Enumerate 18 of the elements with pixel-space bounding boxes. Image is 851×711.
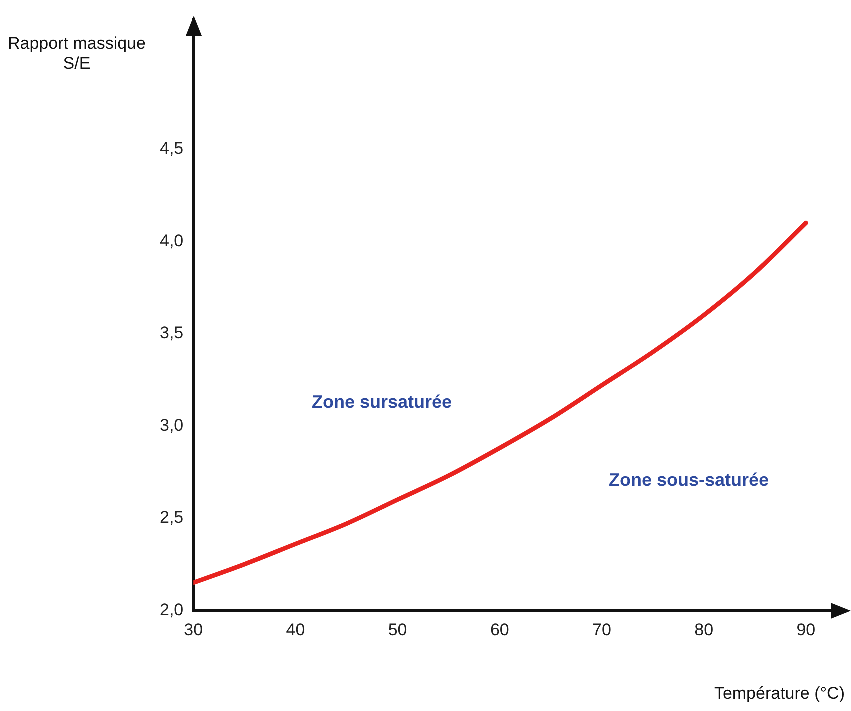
y-tick-label: 3,0 [160,416,184,435]
x-tick-label: 40 [286,620,306,640]
y-tick-label: 4,5 [160,139,184,158]
x-tick-label: 90 [796,620,816,640]
y-tick-label: 2,0 [160,600,184,620]
line-series [194,220,808,586]
y-tick-label: 3,5 [160,324,184,343]
x-tick-label: 80 [694,620,714,640]
x-tick-label: 70 [592,620,612,640]
x-tick-label: 60 [490,620,510,640]
y-axis-title: Rapport massique S/E [8,34,146,74]
x-tick-label: 50 [388,620,408,640]
annotation: Zone sous-saturée [609,470,770,491]
y-tick-label: 2,5 [160,508,184,528]
x-axis-title: Température (°C) [714,684,845,704]
annotation: Zone sursaturée [312,392,452,413]
x-tick-label: 30 [184,620,204,640]
y-tick-label: 4,0 [160,231,184,250]
